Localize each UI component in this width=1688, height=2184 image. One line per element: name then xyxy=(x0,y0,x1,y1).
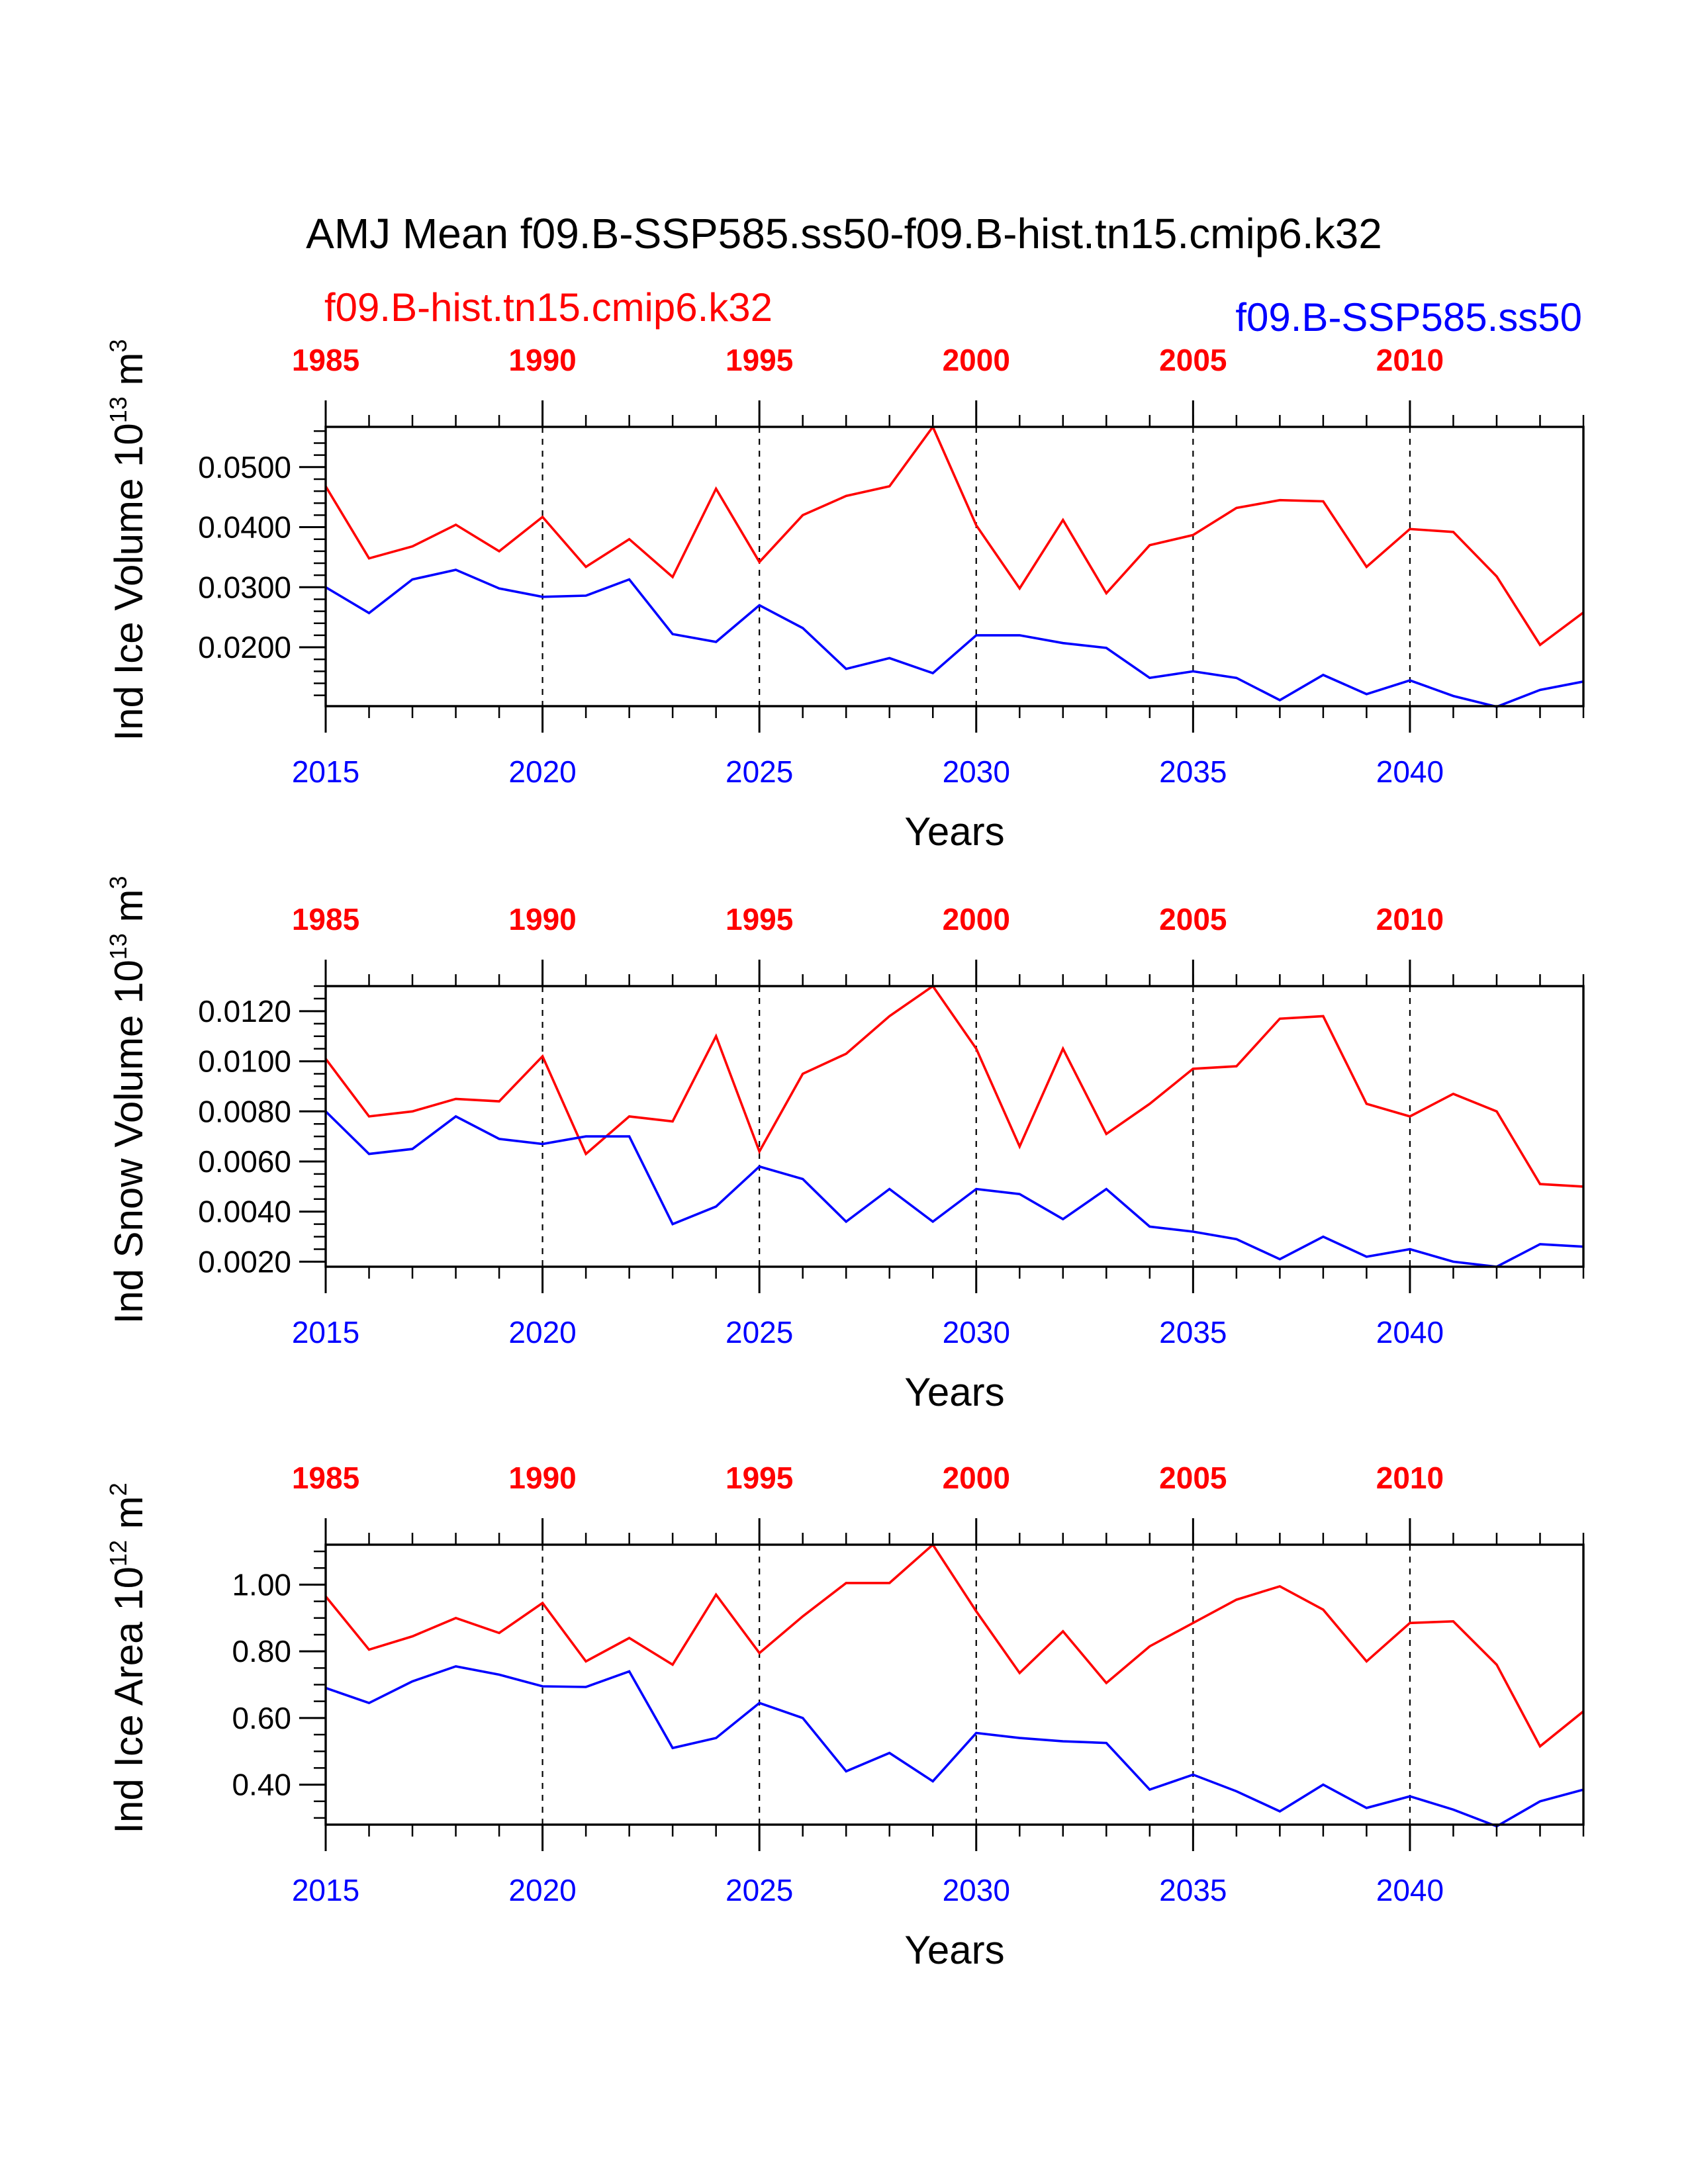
y-label-unit: m xyxy=(107,889,151,933)
y-label-base: Ind Ice Volume 10 xyxy=(107,423,151,741)
y-tick-label: 0.0060 xyxy=(198,1144,291,1179)
y-label-unit: m xyxy=(107,353,151,397)
top-tick-label: 2010 xyxy=(1376,343,1444,377)
y-tick-label: 0.80 xyxy=(232,1634,291,1668)
bottom-tick-label: 2040 xyxy=(1376,754,1444,789)
y-tick-label: 0.0400 xyxy=(198,510,291,545)
panels: 2015 1985 2020 1990 2025 1995 2030 2000 2035 2005… xyxy=(105,339,1585,1972)
bottom-tick-label: 2030 xyxy=(943,1315,1010,1349)
top-tick-label: 1990 xyxy=(508,1461,576,1495)
top-tick-label: 2005 xyxy=(1159,343,1227,377)
y-label-base: Ind Snow Volume 10 xyxy=(107,960,151,1324)
top-tick-label: 1985 xyxy=(292,902,359,936)
bottom-tick-label: 2020 xyxy=(508,754,576,789)
hist-series-line xyxy=(324,424,1585,647)
plot-frame xyxy=(324,1543,1585,1826)
y-tick-label: 0.0040 xyxy=(198,1195,291,1229)
y-tick-label: 1.00 xyxy=(232,1567,291,1602)
y-tick-label: 0.0300 xyxy=(198,570,291,604)
y-tick-label: 0.40 xyxy=(232,1768,291,1802)
bottom-tick-label: 2025 xyxy=(726,1873,793,1907)
bottom-tick-label: 2025 xyxy=(726,754,793,789)
plot-frame xyxy=(324,426,1585,707)
bottom-tick-label: 2025 xyxy=(726,1315,793,1349)
ssp-series-line xyxy=(325,569,1584,708)
y-tick-label: 0.0120 xyxy=(198,994,291,1028)
y-tick-label: 0.0200 xyxy=(198,630,291,664)
bottom-tick-label: 2020 xyxy=(508,1873,576,1907)
y-label-exponent: 13 xyxy=(105,396,132,423)
y-axis-label: Ind Ice Area 1012 m2 xyxy=(105,1482,151,1833)
y-axis-label: Ind Snow Volume 1013 m3 xyxy=(105,876,151,1324)
y-tick-label: 0.0500 xyxy=(198,450,291,484)
bottom-tick-label: 2030 xyxy=(943,754,1010,789)
top-tick-label: 2010 xyxy=(1376,902,1444,936)
y-tick-label: 0.0100 xyxy=(198,1044,291,1079)
bottom-tick-label: 2040 xyxy=(1376,1873,1444,1907)
plot-frame xyxy=(324,985,1585,1268)
bottom-tick-label: 2035 xyxy=(1159,1315,1227,1349)
top-tick-label: 1985 xyxy=(292,1461,359,1495)
bottom-tick-label: 2035 xyxy=(1159,754,1227,789)
top-tick-label: 2000 xyxy=(943,1461,1010,1495)
y-label-exponent: 12 xyxy=(105,1540,132,1567)
top-tick-label: 1985 xyxy=(292,343,359,377)
hist-series-line xyxy=(324,1543,1585,1749)
ssp-series-line xyxy=(325,1664,1584,1828)
bottom-tick-label: 2015 xyxy=(292,1873,359,1907)
top-tick-label: 1990 xyxy=(508,343,576,377)
x-axis-label: Years xyxy=(904,809,1004,854)
top-tick-label: 2000 xyxy=(943,902,1010,936)
y-tick-label: 0.0020 xyxy=(198,1244,291,1279)
y-label-unit: m xyxy=(107,1496,151,1540)
y-label-unit-exponent: 3 xyxy=(105,876,132,889)
legend-ssp-label: f09.B-SSP585.ss50 xyxy=(1235,295,1582,340)
top-tick-label: 2000 xyxy=(943,343,1010,377)
bottom-tick-label: 2040 xyxy=(1376,1315,1444,1349)
bottom-tick-label: 2015 xyxy=(292,754,359,789)
panel-3: 2015 1985 2020 1990 2025 1995 2030 2000 2035 2005… xyxy=(105,1461,1585,1972)
x-axis-label: Years xyxy=(904,1928,1004,1972)
top-tick-label: 1990 xyxy=(508,902,576,936)
legend-hist-label: f09.B-hist.tn15.cmip6.k32 xyxy=(324,285,773,330)
y-label-exponent: 13 xyxy=(105,933,132,960)
top-tick-label: 2005 xyxy=(1159,902,1227,936)
panel-2: 2015 1985 2020 1990 2025 1995 2030 2000 2035 2005… xyxy=(105,876,1585,1414)
y-tick-label: 0.0080 xyxy=(198,1094,291,1128)
y-label-unit-exponent: 2 xyxy=(105,1482,132,1496)
bottom-tick-label: 2015 xyxy=(292,1315,359,1349)
top-tick-label: 1995 xyxy=(726,343,793,377)
chart-title: AMJ Mean f09.B-SSP585.ss50-f09.B-hist.tn… xyxy=(306,210,1382,257)
y-tick-label: 0.60 xyxy=(232,1701,291,1735)
panel-1: 2015 1985 2020 1990 2025 1995 2030 2000 2035 2005… xyxy=(105,339,1585,854)
top-tick-label: 2005 xyxy=(1159,1461,1227,1495)
y-label-unit-exponent: 3 xyxy=(105,339,132,352)
top-tick-label: 2010 xyxy=(1376,1461,1444,1495)
bottom-tick-label: 2030 xyxy=(943,1873,1010,1907)
hist-series-line xyxy=(324,984,1584,1188)
y-label-base: Ind Ice Area 10 xyxy=(107,1567,151,1834)
y-axis-label: Ind Ice Volume 1013 m3 xyxy=(105,339,151,741)
top-tick-label: 1995 xyxy=(726,1461,793,1495)
bottom-tick-label: 2035 xyxy=(1159,1873,1227,1907)
top-tick-label: 1995 xyxy=(726,902,793,936)
bottom-tick-label: 2020 xyxy=(508,1315,576,1349)
x-axis-label: Years xyxy=(904,1370,1004,1414)
ssp-series-line xyxy=(324,1111,1584,1268)
